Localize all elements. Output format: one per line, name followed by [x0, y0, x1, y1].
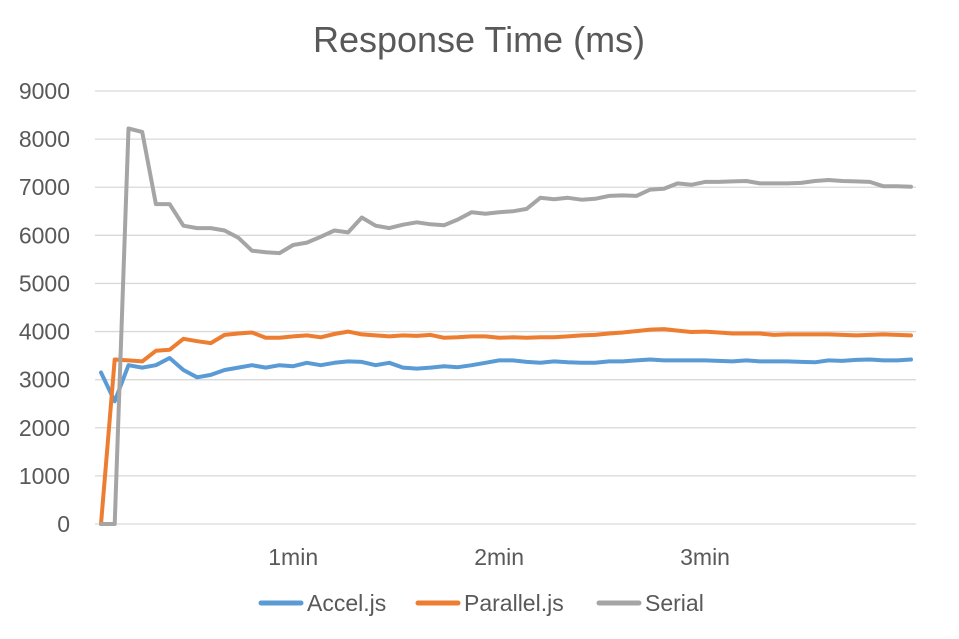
y-tick-label: 7000 [19, 174, 70, 200]
legend-label: Parallel.js [464, 590, 564, 616]
series-line-accel-js [99, 356, 913, 404]
legend: Accel.js Parallel.js Serial [258, 590, 704, 616]
y-tick-label: 5000 [19, 270, 70, 296]
y-tick-label: 0 [57, 511, 70, 537]
y-tick-label: 8000 [19, 126, 70, 152]
legend-label: Serial [645, 590, 704, 616]
series-line-serial [99, 126, 913, 526]
x-tick-label: 1min [268, 544, 318, 570]
x-tick-label: 2min [474, 544, 524, 570]
y-tick-label: 6000 [19, 222, 70, 248]
y-tick-label: 3000 [19, 367, 70, 393]
legend-label: Accel.js [307, 590, 386, 616]
series-line-parallel-js [99, 327, 913, 526]
x-axis-tick-labels: 1min 2min 3min [268, 544, 730, 570]
chart-title: Response Time (ms) [313, 19, 645, 60]
gridlines [95, 90, 916, 525]
y-tick-label: 9000 [19, 78, 70, 104]
x-tick-label: 3min [680, 544, 730, 570]
y-tick-label: 4000 [19, 319, 70, 345]
y-tick-label: 2000 [19, 415, 70, 441]
series-lines [99, 126, 913, 526]
y-tick-label: 1000 [19, 463, 70, 489]
y-axis-tick-labels: 0 1000 2000 3000 4000 5000 6000 7000 8000 9000 [19, 78, 70, 537]
